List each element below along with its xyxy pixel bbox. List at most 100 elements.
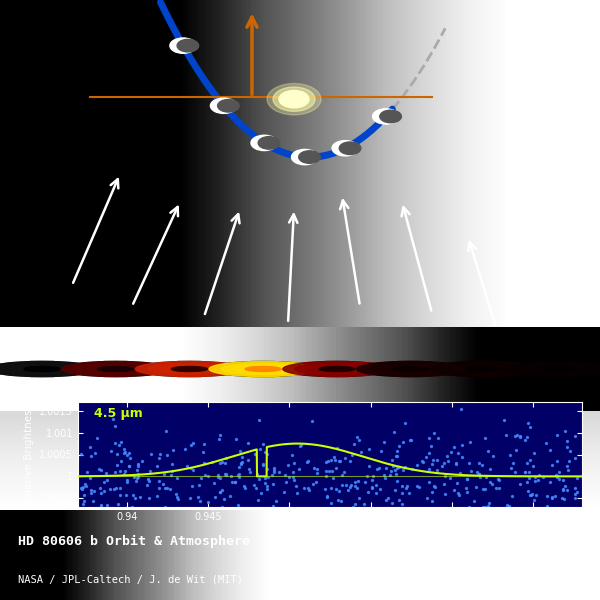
Point: [163, 451, 172, 460]
Point: [472, 467, 482, 476]
Point: [235, 446, 244, 455]
Point: [174, 505, 184, 515]
Point: [291, 481, 301, 491]
Point: [464, 502, 473, 511]
Circle shape: [136, 361, 244, 377]
Point: [172, 473, 182, 483]
Point: [152, 491, 161, 501]
Point: [166, 470, 176, 479]
Circle shape: [12, 365, 72, 373]
Point: [562, 436, 571, 446]
Point: [172, 493, 181, 502]
Point: [165, 506, 175, 516]
Point: [383, 530, 393, 540]
Point: [326, 484, 335, 493]
Point: [349, 439, 358, 448]
Point: [474, 469, 484, 479]
Point: [230, 478, 239, 487]
Point: [570, 431, 580, 441]
Point: [365, 445, 374, 454]
Circle shape: [319, 367, 355, 371]
Text: NASA / JPL-Caltech / J. de Wit (MIT): NASA / JPL-Caltech / J. de Wit (MIT): [18, 575, 243, 585]
Circle shape: [442, 363, 526, 375]
Point: [292, 488, 301, 498]
Point: [368, 475, 377, 485]
Point: [559, 494, 568, 503]
Point: [471, 482, 481, 491]
Point: [343, 485, 353, 494]
Point: [234, 469, 244, 479]
Point: [262, 464, 272, 473]
Point: [440, 471, 450, 481]
Point: [289, 467, 298, 477]
Point: [203, 471, 213, 481]
Point: [505, 501, 514, 511]
Point: [560, 427, 569, 436]
Point: [130, 494, 140, 503]
Point: [345, 482, 355, 492]
Point: [296, 440, 305, 449]
Point: [490, 508, 499, 518]
Point: [210, 492, 220, 502]
Point: [160, 484, 170, 493]
Point: [155, 454, 164, 463]
Point: [481, 433, 490, 443]
Point: [526, 455, 535, 464]
Point: [214, 434, 224, 444]
Point: [552, 472, 562, 482]
Point: [143, 475, 153, 484]
Point: [508, 458, 518, 468]
Circle shape: [368, 363, 452, 375]
Point: [99, 477, 109, 487]
Point: [154, 483, 164, 493]
Point: [421, 452, 431, 462]
Point: [102, 476, 112, 485]
Point: [173, 494, 183, 504]
Point: [78, 482, 88, 491]
Point: [80, 479, 90, 489]
Point: [523, 486, 533, 496]
Point: [392, 451, 402, 461]
Point: [258, 460, 268, 470]
Point: [371, 488, 380, 498]
Circle shape: [209, 361, 317, 377]
Point: [89, 496, 98, 505]
Point: [562, 461, 572, 471]
Point: [574, 505, 583, 514]
Point: [547, 493, 557, 503]
Point: [542, 501, 552, 511]
Point: [562, 442, 572, 452]
Point: [203, 497, 213, 507]
Point: [478, 502, 488, 512]
Point: [418, 456, 427, 466]
Point: [427, 487, 437, 497]
Point: [86, 451, 95, 461]
Point: [515, 431, 525, 441]
Point: [407, 464, 417, 474]
Point: [155, 449, 165, 459]
Point: [262, 484, 272, 493]
Point: [233, 470, 243, 480]
Point: [388, 455, 397, 464]
Point: [161, 502, 170, 512]
Point: [502, 500, 512, 509]
Point: [530, 495, 539, 505]
Point: [334, 457, 344, 466]
Point: [237, 457, 247, 467]
Point: [121, 511, 130, 520]
Point: [274, 467, 284, 477]
Point: [245, 516, 254, 526]
Point: [552, 457, 562, 466]
Point: [380, 473, 390, 482]
Circle shape: [172, 367, 208, 371]
Point: [119, 470, 128, 479]
Point: [236, 458, 245, 468]
Y-axis label: Relative Brightness: Relative Brightness: [24, 404, 34, 505]
Point: [391, 466, 400, 475]
Point: [144, 476, 154, 486]
Point: [116, 456, 126, 466]
Circle shape: [528, 365, 588, 373]
Point: [493, 474, 502, 484]
Point: [237, 452, 247, 462]
Point: [457, 404, 466, 414]
